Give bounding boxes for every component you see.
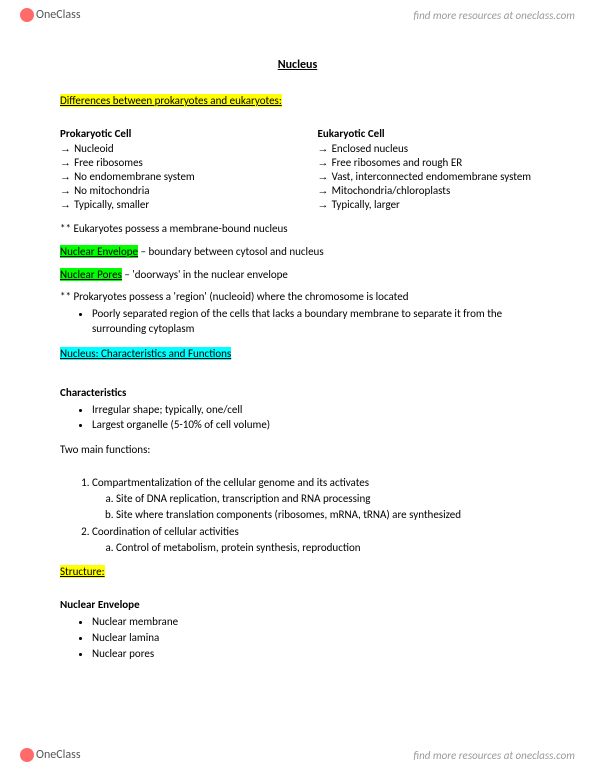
note-eukaryote-membrane: ** Eukaryotes possess a membrane-bound n…	[60, 222, 535, 237]
charfunc-heading-row: Nucleus: Characteristics and Functions	[60, 347, 535, 362]
diff-heading: Differences between prokaryotes and euka…	[60, 94, 282, 107]
prok-item-text: Free ribosomes	[74, 156, 143, 169]
logo-icon	[20, 8, 34, 22]
note-prokaryote-region: ** Prokaryotes possess a 'region' (nucle…	[60, 290, 535, 305]
euk-item-text: Enclosed nucleus	[332, 142, 408, 155]
eukaryotic-column: Eukaryotic Cell → Enclosed nucleus → Fre…	[318, 127, 536, 212]
characteristics-list: Irregular shape; typically, one/cell Lar…	[60, 403, 535, 434]
envelope-def: – boundary between cytosol and nucleus	[138, 245, 324, 258]
function-sub: Site where translation components (ribos…	[116, 508, 535, 523]
envelope-definition: Nuclear Envelope – boundary between cyto…	[60, 245, 535, 260]
nuc-env-bullet: Nuclear lamina	[92, 631, 535, 646]
pores-term: Nuclear Pores	[60, 268, 122, 281]
page-title: Nucleus	[60, 58, 535, 72]
page-footer: OneClass find more resources at oneclass…	[0, 740, 595, 770]
prok-item: → No mitochondria	[60, 184, 278, 197]
note2-bullet: Poorly separated region of the cells tha…	[92, 307, 535, 337]
page-header: OneClass find more resources at oneclass…	[0, 0, 595, 30]
comparison-columns: Prokaryotic Cell → Nucleoid → Free ribos…	[60, 127, 535, 212]
function-text: Compartmentalization of the cellular gen…	[92, 476, 369, 489]
nuc-env-bullet: Nuclear pores	[92, 647, 535, 662]
footer-tagline: find more resources at oneclass.com	[413, 749, 575, 762]
nuc-env-bullet: Nuclear membrane	[92, 615, 535, 630]
prok-item-text: No mitochondria	[74, 184, 150, 197]
function-item: Coordination of cellular activities Cont…	[92, 525, 535, 556]
euk-item-text: Typically, larger	[332, 198, 400, 211]
functions-intro: Two main functions:	[60, 443, 535, 458]
brand-name-footer: OneClass	[36, 748, 81, 762]
euk-item: → Enclosed nucleus	[318, 142, 536, 155]
euk-item: → Free ribosomes and rough ER	[318, 156, 536, 169]
header-tagline: find more resources at oneclass.com	[413, 9, 575, 22]
function-sublist: Site of DNA replication, transcription a…	[92, 492, 535, 523]
function-sub: Control of metabolism, protein synthesis…	[116, 541, 535, 556]
prokaryotic-column: Prokaryotic Cell → Nucleoid → Free ribos…	[60, 127, 278, 212]
function-sublist: Control of metabolism, protein synthesis…	[92, 541, 535, 556]
brand-logo: OneClass	[20, 8, 81, 22]
euk-head: Eukaryotic Cell	[318, 127, 536, 140]
brand-name: OneClass	[36, 8, 81, 22]
pores-def: – 'doorways' in the nuclear envelope	[122, 268, 288, 281]
document-body: Nucleus Differences between prokaryotes …	[60, 58, 535, 662]
charfunc-heading: Nucleus: Characteristics and Functions	[60, 347, 231, 360]
function-text: Coordination of cellular activities	[92, 525, 239, 538]
brand-logo-footer: OneClass	[20, 748, 81, 762]
envelope-term: Nuclear Envelope	[60, 245, 138, 258]
prok-item: → Typically, smaller	[60, 198, 278, 211]
prok-item-text: Typically, smaller	[74, 198, 149, 211]
euk-item: → Mitochondria/chloroplasts	[318, 184, 536, 197]
prok-head: Prokaryotic Cell	[60, 127, 278, 140]
prok-item-text: Nucleoid	[74, 142, 114, 155]
euk-item: → Typically, larger	[318, 198, 536, 211]
euk-item-text: Free ribosomes and rough ER	[332, 156, 463, 169]
logo-icon	[20, 748, 34, 762]
note2-bullets: Poorly separated region of the cells tha…	[60, 307, 535, 337]
function-item: Compartmentalization of the cellular gen…	[92, 476, 535, 523]
structure-heading-row: Structure:	[60, 565, 535, 580]
structure-heading: Structure:	[60, 565, 105, 578]
char-bullet: Irregular shape; typically, one/cell	[92, 403, 535, 418]
function-sub: Site of DNA replication, transcription a…	[116, 492, 535, 507]
characteristics-head: Characteristics	[60, 386, 535, 401]
prok-item: → Free ribosomes	[60, 156, 278, 169]
prok-item: → No endomembrane system	[60, 170, 278, 183]
diff-heading-row: Differences between prokaryotes and euka…	[60, 94, 535, 109]
functions-list: Compartmentalization of the cellular gen…	[60, 476, 535, 555]
nuclear-envelope-head: Nuclear Envelope	[60, 598, 535, 613]
pores-definition: Nuclear Pores – 'doorways' in the nuclea…	[60, 268, 535, 283]
euk-item-text: Vast, interconnected endomembrane system	[332, 170, 532, 183]
prok-item: → Nucleoid	[60, 142, 278, 155]
euk-item-text: Mitochondria/chloroplasts	[332, 184, 451, 197]
prok-item-text: No endomembrane system	[74, 170, 195, 183]
char-bullet: Largest organelle (5-10% of cell volume)	[92, 418, 535, 433]
euk-item: → Vast, interconnected endomembrane syst…	[318, 170, 536, 183]
nuclear-envelope-list: Nuclear membrane Nuclear lamina Nuclear …	[60, 615, 535, 662]
